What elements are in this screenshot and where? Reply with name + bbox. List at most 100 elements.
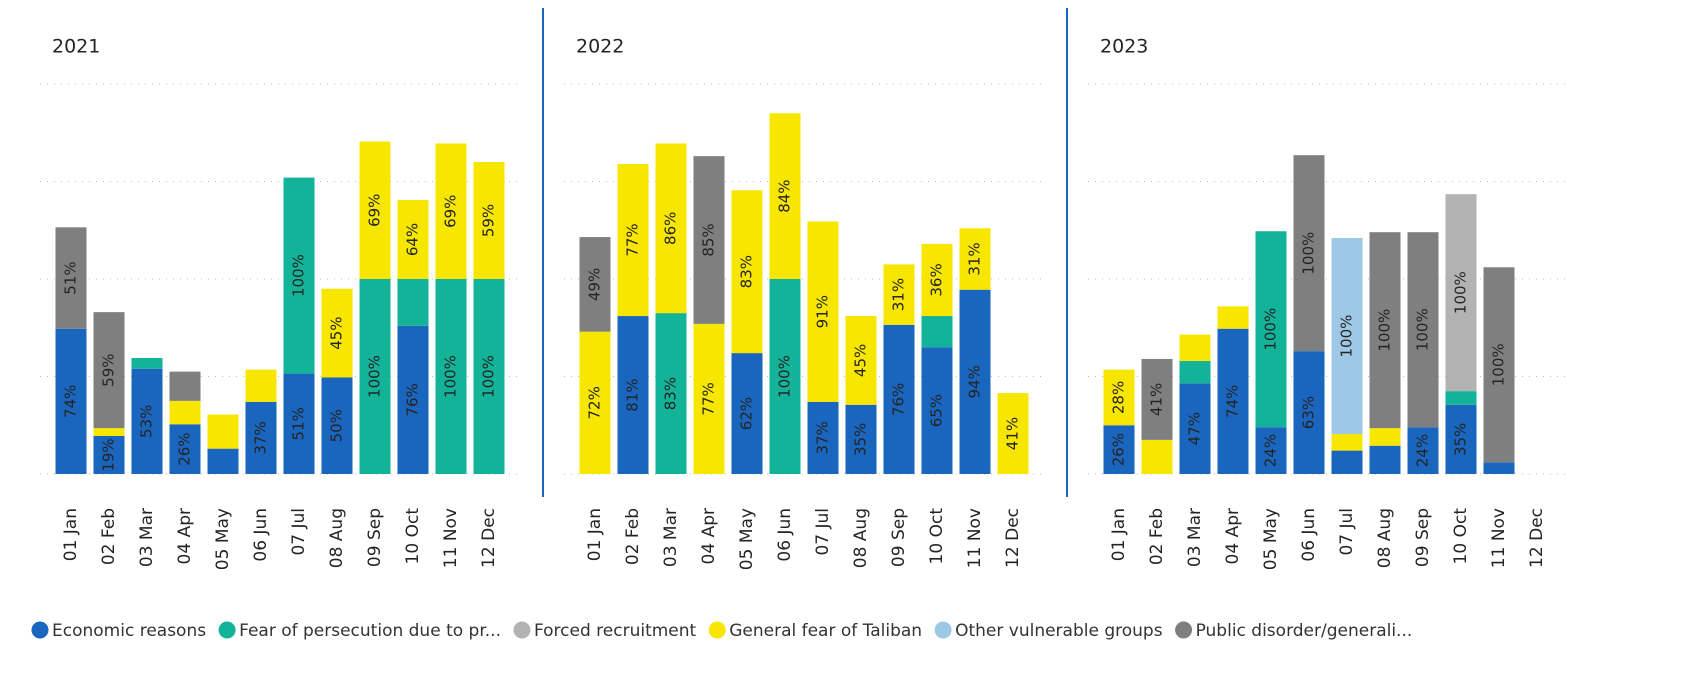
segment-label: 37% — [814, 421, 832, 454]
legend-label: Economic reasons — [52, 621, 206, 641]
segment-label: 45% — [328, 316, 346, 349]
bar-segment — [845, 404, 877, 474]
x-tick-label: 10 Oct — [1451, 508, 1471, 565]
x-tick-label: 06 Jun — [1299, 508, 1319, 562]
bar-segment — [321, 288, 353, 378]
segment-label: 100% — [480, 355, 498, 398]
bar-segment — [617, 163, 649, 317]
segment-label: 100% — [1300, 232, 1318, 275]
bar-segment — [731, 353, 763, 474]
x-tick-label: 02 Feb — [99, 508, 119, 565]
segment-label: 100% — [290, 254, 308, 297]
x-tick-label: 08 Aug — [1375, 508, 1395, 568]
segment-label: 100% — [442, 355, 460, 398]
legend-label: Public disorder/generali... — [1196, 621, 1413, 641]
bar-segment — [1331, 238, 1363, 435]
x-tick-label: 12 Dec — [479, 508, 499, 568]
bar-segment — [769, 279, 801, 474]
bar-segment — [131, 357, 163, 369]
segment-label: 74% — [1224, 385, 1242, 418]
bar-segment — [169, 400, 201, 425]
bar-segment — [1255, 231, 1287, 428]
chart-title: 2023 — [1100, 36, 1148, 58]
bar-segment — [169, 371, 201, 401]
segment-label: 83% — [662, 377, 680, 410]
bar-segment — [1369, 232, 1401, 429]
x-tick-label: 04 Apr — [175, 508, 195, 564]
segment-label: 59% — [100, 353, 118, 386]
bar-segment — [321, 377, 353, 474]
x-tick-label: 11 Nov — [441, 508, 461, 568]
bar-segment — [693, 323, 725, 474]
bar-segment — [655, 143, 687, 314]
segment-label: 24% — [1414, 434, 1432, 467]
legend-swatch — [513, 621, 531, 639]
x-tick-label: 10 Oct — [403, 508, 423, 565]
bar-segment — [1103, 425, 1135, 474]
segment-label: 62% — [738, 397, 756, 430]
bar-segment — [845, 316, 877, 405]
segment-label: 69% — [366, 194, 384, 227]
x-tick-label: 02 Feb — [1147, 508, 1167, 565]
segment-label: 100% — [1338, 315, 1356, 358]
x-tick-label: 03 Mar — [661, 508, 681, 567]
x-tick-label: 12 Dec — [1527, 508, 1547, 568]
bar-segment — [731, 190, 763, 354]
segment-label: 74% — [62, 385, 80, 418]
bar-segment — [1179, 334, 1211, 361]
segment-label: 63% — [1300, 396, 1318, 429]
x-tick-label: 11 Nov — [965, 508, 985, 568]
bar-segment — [1445, 391, 1477, 405]
x-tick-label: 07 Jul — [813, 508, 833, 556]
segment-label: 85% — [700, 223, 718, 256]
bar-segment — [1255, 427, 1287, 474]
legend-label: Other vulnerable groups — [955, 621, 1163, 641]
bar-segment — [1179, 383, 1211, 474]
segment-label: 91% — [814, 295, 832, 328]
bar-segment — [245, 369, 277, 402]
bar-segment — [807, 221, 839, 402]
segment-label: 41% — [1148, 383, 1166, 416]
bar-segment — [473, 279, 505, 474]
x-tick-label: 09 Sep — [1413, 508, 1433, 567]
bar-segment — [397, 325, 429, 474]
bar-segment — [1331, 450, 1363, 474]
bar-segment — [169, 424, 201, 474]
x-tick-label: 05 May — [737, 508, 757, 570]
x-tick-label: 12 Dec — [1003, 508, 1023, 568]
bar-segment — [397, 200, 429, 279]
bar-segment — [283, 373, 315, 474]
segment-label: 41% — [1004, 417, 1022, 450]
segment-label: 31% — [966, 242, 984, 275]
segment-label: 35% — [852, 423, 870, 456]
x-tick-label: 07 Jul — [1337, 508, 1357, 556]
legend-label: Forced recruitment — [534, 621, 697, 641]
segment-label: 69% — [442, 195, 460, 228]
segment-label: 76% — [404, 383, 422, 416]
segment-label: 100% — [1490, 343, 1508, 386]
bar-segment — [655, 313, 687, 474]
segment-label: 65% — [928, 394, 946, 427]
x-tick-label: 03 Mar — [1185, 508, 1205, 567]
segment-label: 28% — [1110, 381, 1128, 414]
x-tick-label: 01 Jan — [1109, 508, 1129, 561]
bar-segment — [1217, 306, 1249, 329]
bar-segment — [807, 401, 839, 474]
segment-label: 83% — [738, 255, 756, 288]
x-tick-label: 10 Oct — [927, 508, 947, 565]
segment-label: 77% — [624, 223, 642, 256]
bar-segment — [207, 448, 239, 474]
segment-label: 64% — [404, 223, 422, 256]
bar-segment — [473, 162, 505, 279]
segment-label: 59% — [480, 204, 498, 237]
bar-segment — [1293, 351, 1325, 474]
segment-label: 19% — [100, 438, 118, 471]
segment-label: 100% — [1262, 308, 1280, 351]
x-tick-label: 06 Jun — [251, 508, 271, 562]
segment-label: 35% — [1452, 423, 1470, 456]
x-tick-label: 05 May — [213, 508, 233, 570]
chart-title: 2022 — [576, 36, 624, 58]
x-tick-label: 01 Jan — [61, 508, 81, 561]
legend-swatch — [708, 621, 726, 639]
